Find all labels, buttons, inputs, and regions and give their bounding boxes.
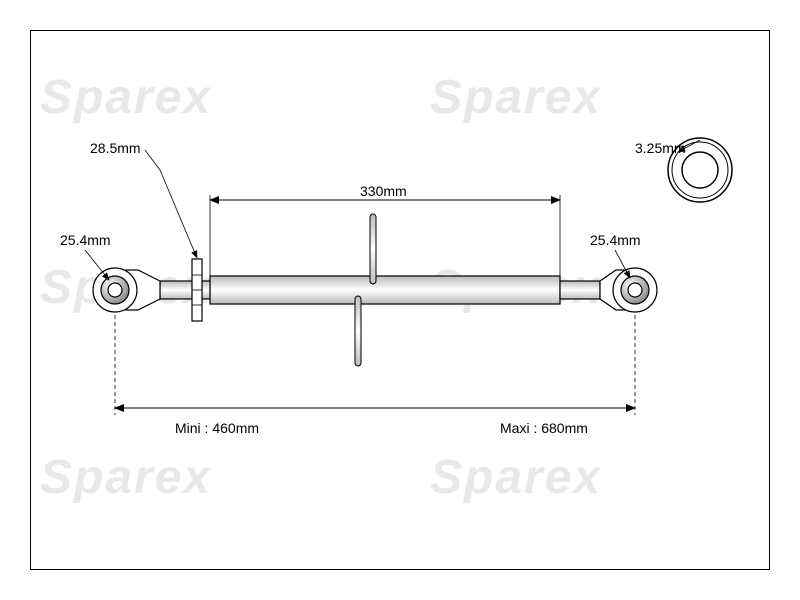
label-ring-thickness: 3.25mm (635, 140, 686, 156)
label-right-ball: 25.4mm (590, 232, 641, 248)
label-max-length: Maxi : 680mm (500, 420, 588, 436)
label-left-ball: 25.4mm (60, 232, 111, 248)
label-tube-length: 330mm (360, 183, 407, 199)
label-left-collar: 28.5mm (90, 140, 141, 156)
technical-drawing (0, 0, 800, 600)
label-min-length: Mini : 460mm (175, 420, 259, 436)
